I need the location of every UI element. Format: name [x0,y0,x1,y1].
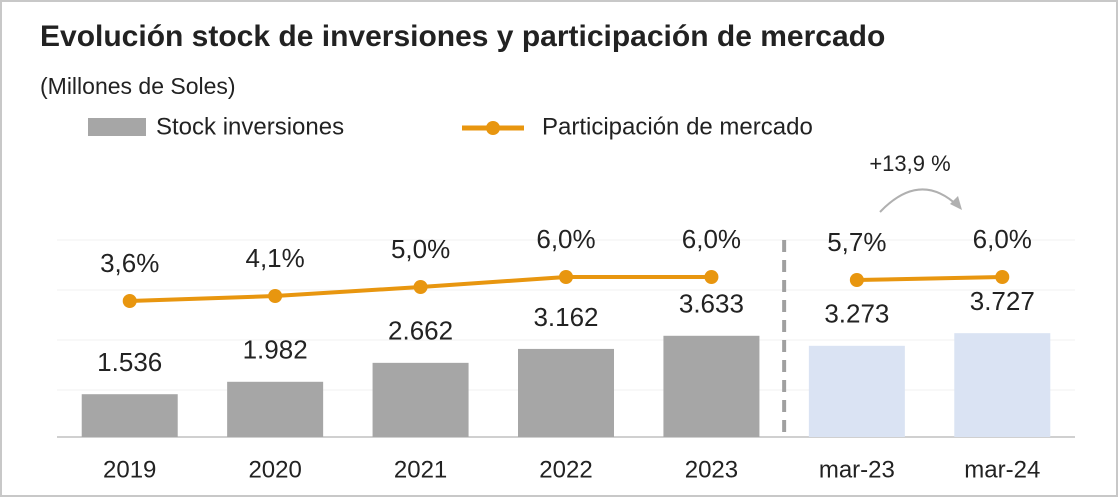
x-tick-label: mar-24 [964,456,1040,483]
x-tick-label: mar-23 [819,456,895,483]
legend-marker [486,121,500,135]
x-tick-label: 2020 [248,456,301,483]
legend-label: Stock inversiones [156,113,344,140]
line-value-label: 6,0% [536,224,595,254]
line-marker [268,289,283,303]
bar [808,345,905,437]
bar [663,335,760,437]
line-value-label: 3,6% [100,248,159,278]
x-tick-label: 2019 [103,456,156,483]
bar-value-label: 3.162 [533,302,598,332]
bar [227,381,324,437]
line-marker [995,270,1010,284]
chart-subtitle: (Millones de Soles) [40,73,236,99]
bar [954,333,1051,437]
arrow-head [950,196,962,210]
chart-title: Evolución stock de inversiones y partici… [40,20,885,53]
bar-value-label: 1.982 [243,335,308,365]
bar-value-label: 3.273 [824,299,889,329]
line-marker [849,273,864,287]
line-value-label: 6,0% [973,224,1032,254]
bar-value-label: 1.536 [97,347,162,377]
x-tick-label: 2021 [394,456,447,483]
legend-label: Participación de mercado [542,113,813,140]
line-marker [559,270,573,284]
bar [81,394,178,437]
annotation: +13,9 % [869,151,950,176]
line-marker [122,294,137,308]
bar-value-label: 3.633 [679,289,744,319]
line-value-label: 5,0% [391,234,450,264]
line-value-label: 5,7% [827,227,886,257]
bar-value-label: 3.727 [970,286,1035,316]
x-tick-label: 2023 [685,456,738,483]
arrow [879,188,959,213]
line-marker [413,280,428,294]
line-series [856,275,1003,282]
line-value-label: 6,0% [682,224,741,254]
bar [518,348,614,437]
x-tick-label: 2022 [539,456,592,483]
gridlines [57,239,1075,391]
line-value-label: 4,1% [246,243,305,273]
bar [372,362,469,437]
bar-value-label: 2.662 [388,316,453,346]
line-marker [704,270,719,284]
legend-swatch [88,118,146,136]
